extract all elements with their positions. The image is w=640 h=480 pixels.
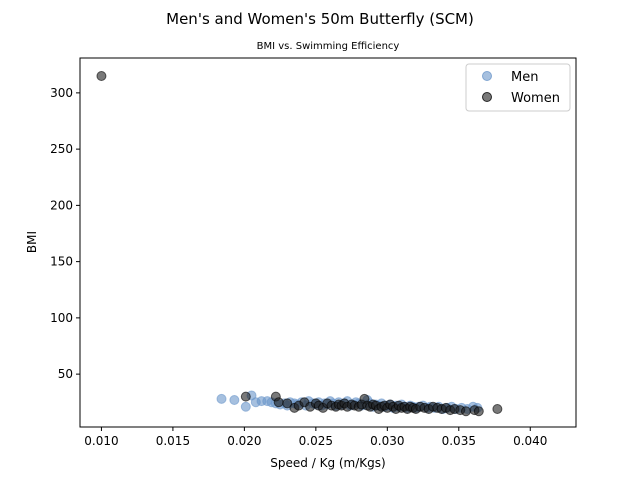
x-tick-label: 0.010 <box>84 434 118 448</box>
points-layer <box>96 71 503 417</box>
plot-frame <box>79 57 577 428</box>
legend-label-women: Women <box>511 91 560 106</box>
point-women <box>492 404 503 414</box>
y-tick-label: 50 <box>58 367 73 381</box>
legend-label-men: Men <box>511 70 538 85</box>
y-tick-label: 300 <box>50 86 73 100</box>
x-tick-label: 0.020 <box>227 434 261 448</box>
point-women <box>240 391 251 402</box>
y-tick-label: 100 <box>50 311 73 325</box>
y-tick-label: 250 <box>50 142 73 156</box>
x-tick-label: 0.030 <box>370 434 404 448</box>
x-axis-ticks: 0.010 0.015 0.020 0.025 0.030 0.035 0.040 <box>84 427 547 448</box>
legend-marker-women <box>482 92 492 102</box>
legend-box <box>465 63 571 112</box>
point-women <box>273 397 284 408</box>
x-axis-label: Speed / Kg (m/Kgs) <box>270 456 385 470</box>
y-tick-label: 150 <box>50 255 73 269</box>
y-axis-ticks: 50 100 150 200 250 300 <box>50 86 80 381</box>
y-axis-label: BMI <box>25 231 39 253</box>
x-tick-label: 0.035 <box>442 434 476 448</box>
x-tick-label: 0.015 <box>156 434 190 448</box>
point-men <box>229 395 240 405</box>
x-tick-label: 0.040 <box>513 434 547 448</box>
point-women <box>282 398 293 409</box>
legend-marker-men <box>482 71 492 81</box>
chart-title: Men's and Women's 50m Butterfly (SCM) <box>166 10 474 28</box>
y-tick-label: 200 <box>50 198 73 212</box>
point-women <box>473 406 484 417</box>
point-men <box>240 401 251 412</box>
point-women <box>96 71 107 81</box>
chart-subtitle: BMI vs. Swimming Efficiency <box>257 41 400 52</box>
point-women <box>460 406 471 417</box>
x-tick-label: 0.025 <box>299 434 333 448</box>
point-men <box>216 393 227 404</box>
legend: Men Women <box>465 63 571 112</box>
